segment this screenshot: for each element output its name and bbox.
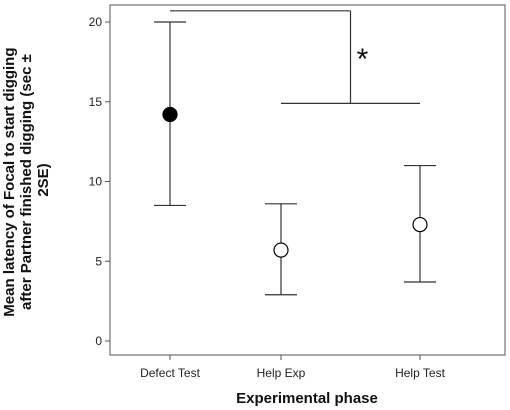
- significance-annotation: *: [170, 10, 420, 104]
- x-tick-label: Defect Test: [140, 366, 200, 380]
- y-tick-label: 15: [89, 95, 103, 109]
- y-axis-title-line-1: Mean latency of Focal to start digging: [1, 47, 18, 316]
- y-axis-ticks: 0 5 10 15 20: [89, 15, 110, 348]
- x-axis-title: Experimental phase: [236, 390, 378, 407]
- data-point: [412, 216, 428, 233]
- plot-frame: [109, 4, 506, 356]
- data-point: [162, 106, 178, 123]
- x-tick-label: Help Test: [395, 366, 445, 380]
- data-series: [154, 21, 436, 296]
- y-axis-title: Mean latency of Focal to start digging a…: [1, 43, 52, 316]
- y-tick-label: 10: [89, 175, 103, 189]
- y-tick-label: 0: [95, 334, 102, 348]
- x-axis-ticks: Defect Test Help Exp Help Test: [140, 355, 446, 380]
- y-tick-label: 5: [95, 254, 102, 268]
- x-tick-label: Help Exp: [257, 366, 306, 380]
- y-axis-title-line-3: 2SE): [35, 163, 52, 196]
- data-point: [273, 242, 289, 258]
- y-axis-title-line-2: after Partner finished digging (sec ±: [18, 54, 35, 310]
- significance-star: *: [357, 43, 369, 76]
- y-tick-label: 20: [89, 15, 103, 29]
